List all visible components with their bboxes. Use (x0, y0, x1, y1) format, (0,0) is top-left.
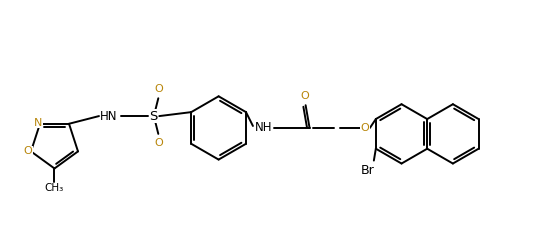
Text: O: O (300, 91, 309, 101)
Text: O: O (23, 146, 33, 156)
Text: O: O (154, 84, 163, 94)
Text: S: S (149, 109, 158, 123)
Text: NH: NH (255, 122, 273, 135)
Text: CH₃: CH₃ (45, 183, 64, 193)
Text: O: O (154, 138, 163, 148)
Text: Br: Br (361, 164, 375, 177)
Text: HN: HN (100, 109, 118, 123)
Text: O: O (361, 123, 369, 133)
Text: N: N (34, 118, 42, 128)
